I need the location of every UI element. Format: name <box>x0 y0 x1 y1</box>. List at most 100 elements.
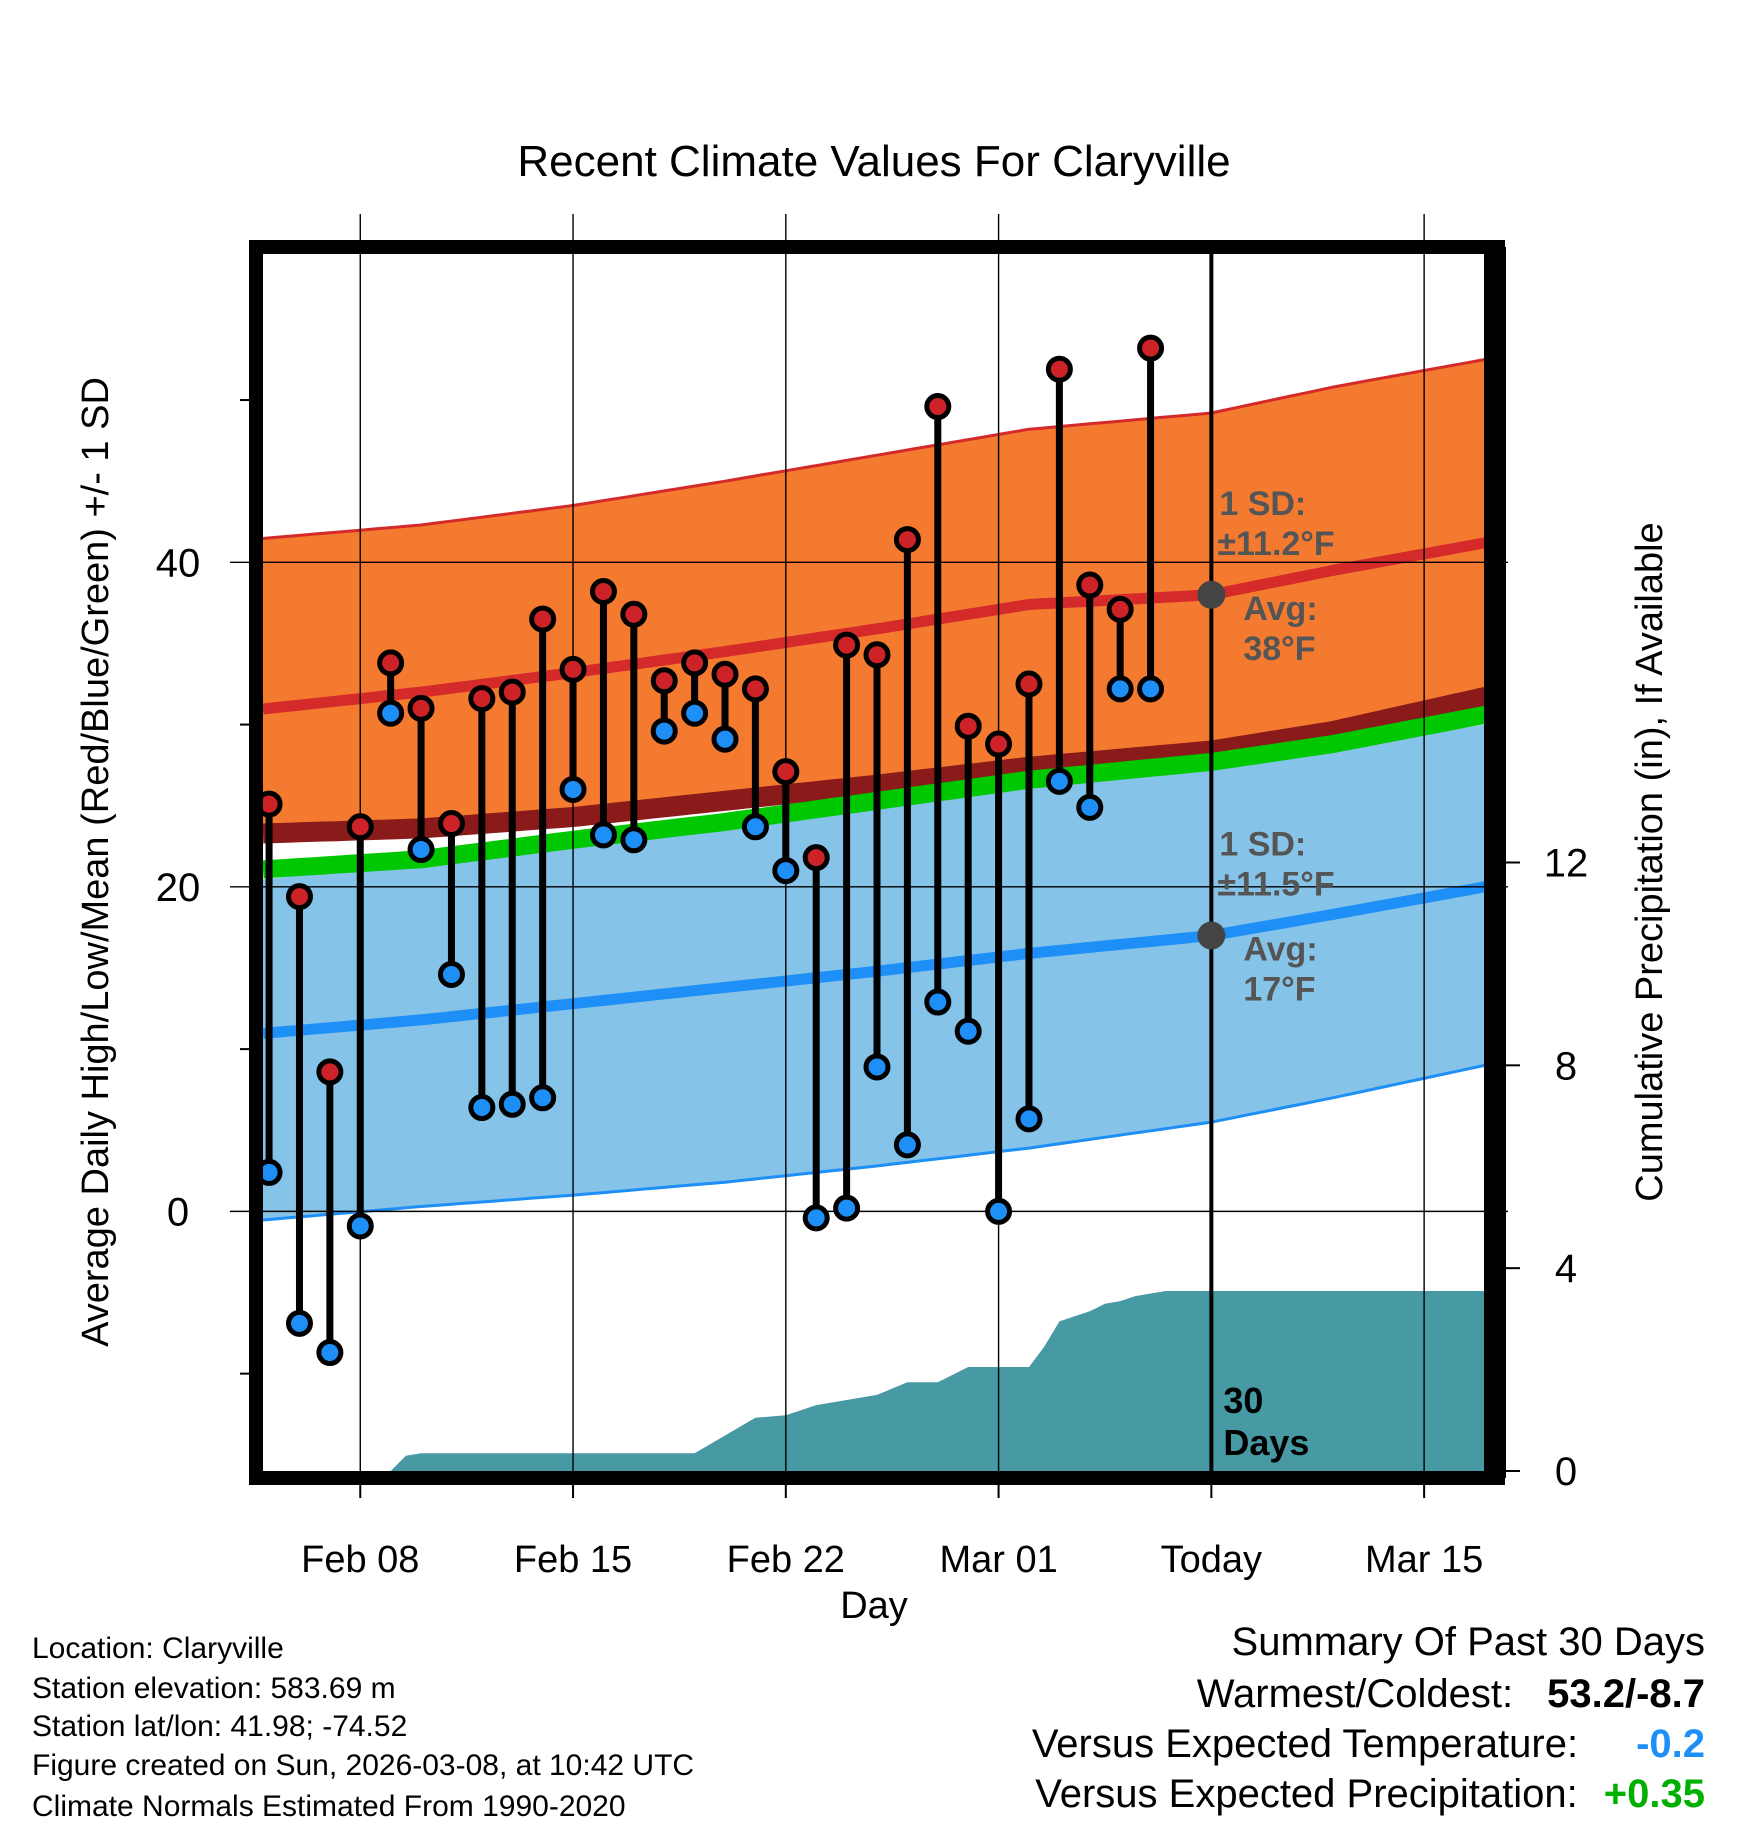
daily-low-point <box>1076 793 1104 821</box>
footer-normals: Climate Normals Estimated From 1990-2020 <box>32 1790 626 1823</box>
daily-high-point <box>924 393 952 421</box>
low-sd-value: ±11.5°F <box>1217 866 1334 904</box>
daily-high-point <box>985 730 1013 758</box>
daily-high-point <box>1015 670 1043 698</box>
high-sd-label: 1 SD: <box>1219 485 1306 523</box>
precipitation-area <box>269 1291 1491 1471</box>
daily-high-point <box>711 660 739 688</box>
low-avg-marker <box>1197 921 1226 950</box>
daily-low-point <box>437 960 465 988</box>
y-right-tick-label: 12 <box>1544 842 1589 886</box>
daily-high-point <box>1045 355 1073 383</box>
daily-low-point <box>468 1094 496 1122</box>
summary-title: Summary Of Past 30 Days <box>1231 1620 1705 1664</box>
daily-low-point <box>285 1309 313 1337</box>
footer-elevation: Station elevation: 583.69 m <box>32 1672 396 1705</box>
daily-high-point <box>1137 334 1165 362</box>
daily-high-point <box>893 526 921 554</box>
summary-precip-label: Versus Expected Precipitation: <box>1035 1772 1578 1816</box>
daily-high-point <box>468 685 496 713</box>
summary-precip: Versus Expected Precipitation: +0.35 <box>1035 1772 1705 1817</box>
daily-high-point <box>498 678 526 706</box>
summary-precip-value: +0.35 <box>1603 1772 1705 1816</box>
daily-high-point <box>346 813 374 841</box>
footer-location: Location: Claryville <box>32 1632 284 1665</box>
footer-latlon: Station lat/lon: 41.98; -74.52 <box>32 1710 408 1743</box>
daily-high-point <box>772 758 800 786</box>
daily-high-point <box>559 655 587 683</box>
daily-low-point <box>1045 767 1073 795</box>
daily-low-point <box>1137 675 1165 703</box>
daily-low-point <box>863 1053 891 1081</box>
high-sd-value: ±11.2°F <box>1217 525 1334 563</box>
summary-temp: Versus Expected Temperature: -0.2 <box>1032 1722 1705 1767</box>
high-avg-label: Avg: <box>1243 590 1317 628</box>
daily-low-point <box>620 826 648 854</box>
daily-high-point <box>833 631 861 659</box>
y-right-tick-label: 8 <box>1555 1044 1577 1088</box>
daily-high-point <box>863 641 891 669</box>
low-avg-label: Avg: <box>1243 931 1317 969</box>
daily-low-point <box>985 1197 1013 1225</box>
daily-low-point <box>346 1212 374 1240</box>
x-tick-label: Today <box>1161 1539 1262 1581</box>
footer-created: Figure created on Sun, 2026-03-08, at 10… <box>32 1749 695 1782</box>
high-mean-line <box>263 536 1491 715</box>
daily-low-point <box>802 1204 830 1232</box>
daily-low-point <box>772 857 800 885</box>
x-tick-label: Feb 22 <box>727 1539 845 1581</box>
daily-low-point <box>681 699 709 727</box>
daily-high-point <box>681 649 709 677</box>
daily-high-point <box>1106 595 1134 623</box>
daily-high-point <box>650 667 678 695</box>
daily-low-point <box>954 1017 982 1045</box>
y-right-tick-label: 0 <box>1555 1450 1577 1494</box>
daily-low-point <box>650 717 678 745</box>
daily-low-point <box>589 821 617 849</box>
daily-high-point <box>620 600 648 628</box>
daily-high-point <box>529 605 557 633</box>
x-tick-label: Feb 15 <box>514 1539 632 1581</box>
y-axis-left-label: Average Daily High/Low/Mean (Red/Blue/Gr… <box>75 377 117 1347</box>
high-plus-sd-line <box>263 356 1491 540</box>
high-avg-marker <box>1197 580 1226 609</box>
daily-high-point <box>377 649 405 677</box>
daily-high-point <box>802 844 830 872</box>
daily-high-point <box>741 675 769 703</box>
window-days-number: 30 <box>1223 1380 1263 1421</box>
daily-low-point <box>1106 675 1134 703</box>
y-left-tick-label: 0 <box>167 1190 189 1234</box>
summary-warm-cold-label: Warmest/Coldest: <box>1196 1672 1514 1716</box>
x-tick-label: Mar 15 <box>1365 1539 1483 1581</box>
high-avg-value: 38°F <box>1243 630 1315 668</box>
daily-low-point <box>741 813 769 841</box>
summary-warm-cold: Warmest/Coldest: 53.2/-8.7 <box>1197 1672 1705 1717</box>
summary-warm-cold-value: 53.2/-8.7 <box>1547 1672 1705 1716</box>
daily-low-point <box>316 1339 344 1367</box>
x-tick-label: Mar 01 <box>939 1539 1057 1581</box>
low-avg-value: 17°F <box>1243 971 1315 1009</box>
daily-high-point <box>437 810 465 838</box>
daily-high-point <box>407 694 435 722</box>
daily-high-point <box>589 578 617 606</box>
x-axis-label: Day <box>840 1585 908 1627</box>
daily-low-point <box>498 1090 526 1118</box>
daily-low-point <box>529 1084 557 1112</box>
y-left-tick-label: 40 <box>156 541 201 585</box>
summary-temp-label: Versus Expected Temperature: <box>1031 1722 1579 1766</box>
daily-low-point <box>377 699 405 727</box>
daily-high-point <box>954 712 982 740</box>
low-minus-sd-line <box>263 1062 1491 1222</box>
chart-title: Recent Climate Values For Claryville <box>517 137 1230 186</box>
y-left-tick-label: 20 <box>156 866 201 910</box>
daily-low-point <box>1015 1105 1043 1133</box>
daily-low-point <box>893 1131 921 1159</box>
daily-high-point <box>1076 571 1104 599</box>
low-sd-label: 1 SD: <box>1219 826 1306 864</box>
x-tick-label: Feb 08 <box>301 1539 419 1581</box>
daily-low-point <box>711 725 739 753</box>
daily-high-point <box>316 1058 344 1086</box>
daily-low-point <box>407 836 435 864</box>
daily-low-point <box>833 1194 861 1222</box>
